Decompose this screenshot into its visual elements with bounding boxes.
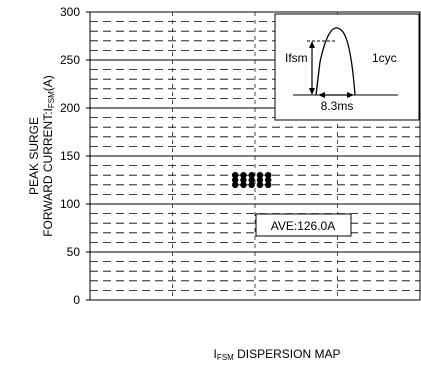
y-axis-label-line2: FORWARD CURRENT:IFSM(A) xyxy=(41,75,56,237)
inset-sine-pulse xyxy=(315,27,356,96)
plot-area-frame xyxy=(89,11,421,301)
inset-time-arrow-right xyxy=(347,92,354,98)
inset-cycle-label: 1cyc xyxy=(372,51,397,65)
data-point xyxy=(256,181,264,188)
average-annotation-box xyxy=(255,213,352,237)
inset-waveform-diagram: Ifsm 1cyc 8.3ms xyxy=(274,13,420,121)
inset-peak-arrow-up xyxy=(309,41,315,48)
y-axis-ticks: 0 50 100 150 200 250 300 xyxy=(60,5,90,307)
y-tick-label: 300 xyxy=(60,5,80,19)
y-tick-label: 150 xyxy=(60,149,80,163)
y-tick-label: 50 xyxy=(67,245,81,259)
data-point xyxy=(256,172,264,179)
data-point xyxy=(232,172,239,179)
y-axis-label-line1: PEAK SURGE xyxy=(27,117,41,195)
y-tick-label: 250 xyxy=(60,53,80,67)
data-point xyxy=(240,172,247,179)
data-point xyxy=(248,172,255,179)
data-point xyxy=(240,176,247,184)
data-point xyxy=(265,181,272,188)
inset-time-label: 8.3ms xyxy=(321,99,354,113)
data-point xyxy=(248,181,255,188)
data-point xyxy=(232,181,239,188)
y-tick-label: 100 xyxy=(60,197,80,211)
inset-peak-label: Ifsm xyxy=(285,51,308,65)
average-annotation-text: AVE:126.0A xyxy=(271,219,336,233)
data-point xyxy=(248,176,255,184)
inset-box xyxy=(274,13,420,121)
data-point xyxy=(265,172,272,179)
data-point xyxy=(265,176,272,184)
data-point xyxy=(232,176,239,184)
y-tick-label: 200 xyxy=(60,101,80,115)
inset-peak-arrow-down xyxy=(309,88,315,95)
data-point xyxy=(256,176,264,184)
inset-time-arrow-left xyxy=(318,92,325,98)
data-points xyxy=(232,172,272,188)
average-annotation: AVE:126.0A xyxy=(255,213,352,237)
y-axis-label: PEAK SURGE FORWARD CURRENT:IFSM(A) xyxy=(27,75,56,237)
data-point xyxy=(240,181,247,188)
x-axis-label: IFSM DISPERSION MAP xyxy=(214,347,341,362)
y-tick-label: 0 xyxy=(73,293,80,307)
